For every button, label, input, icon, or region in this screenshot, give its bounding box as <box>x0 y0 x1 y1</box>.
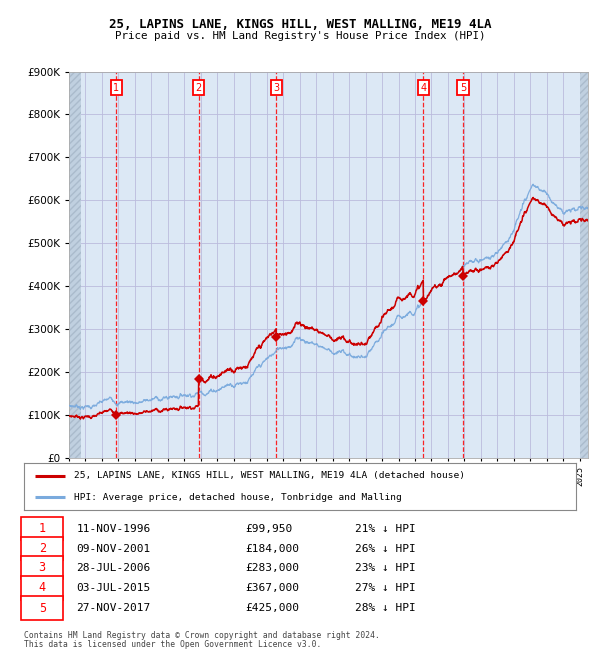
Text: 28% ↓ HPI: 28% ↓ HPI <box>355 603 416 613</box>
Text: 27% ↓ HPI: 27% ↓ HPI <box>355 583 416 593</box>
Text: Price paid vs. HM Land Registry's House Price Index (HPI): Price paid vs. HM Land Registry's House … <box>115 31 485 40</box>
Text: £99,950: £99,950 <box>245 523 292 534</box>
FancyBboxPatch shape <box>21 537 62 560</box>
Text: 25, LAPINS LANE, KINGS HILL, WEST MALLING, ME19 4LA: 25, LAPINS LANE, KINGS HILL, WEST MALLIN… <box>109 18 491 31</box>
Text: 5: 5 <box>460 83 466 93</box>
Text: 4: 4 <box>420 83 427 93</box>
Text: 27-NOV-2017: 27-NOV-2017 <box>76 603 151 613</box>
Bar <box>580 72 588 458</box>
Text: 4: 4 <box>38 581 46 594</box>
FancyBboxPatch shape <box>21 556 62 579</box>
Text: £184,000: £184,000 <box>245 543 299 554</box>
Text: £367,000: £367,000 <box>245 583 299 593</box>
Text: 03-JUL-2015: 03-JUL-2015 <box>76 583 151 593</box>
Text: 26% ↓ HPI: 26% ↓ HPI <box>355 543 416 554</box>
Text: HPI: Average price, detached house, Tonbridge and Malling: HPI: Average price, detached house, Tonb… <box>74 493 401 502</box>
Bar <box>69 72 80 458</box>
FancyBboxPatch shape <box>21 597 62 619</box>
Text: 21% ↓ HPI: 21% ↓ HPI <box>355 523 416 534</box>
Text: 11-NOV-1996: 11-NOV-1996 <box>76 523 151 534</box>
Text: 2: 2 <box>38 542 46 555</box>
Text: 3: 3 <box>38 561 46 575</box>
Text: 5: 5 <box>38 601 46 614</box>
FancyBboxPatch shape <box>21 517 62 540</box>
Text: 23% ↓ HPI: 23% ↓ HPI <box>355 563 416 573</box>
Text: Contains HM Land Registry data © Crown copyright and database right 2024.: Contains HM Land Registry data © Crown c… <box>24 630 380 640</box>
Text: 3: 3 <box>273 83 280 93</box>
Text: 28-JUL-2006: 28-JUL-2006 <box>76 563 151 573</box>
Text: £425,000: £425,000 <box>245 603 299 613</box>
Text: 2: 2 <box>196 83 202 93</box>
Text: 25, LAPINS LANE, KINGS HILL, WEST MALLING, ME19 4LA (detached house): 25, LAPINS LANE, KINGS HILL, WEST MALLIN… <box>74 471 464 480</box>
Text: 1: 1 <box>38 522 46 535</box>
Text: £283,000: £283,000 <box>245 563 299 573</box>
Text: This data is licensed under the Open Government Licence v3.0.: This data is licensed under the Open Gov… <box>24 640 322 649</box>
Text: 1: 1 <box>113 83 119 93</box>
FancyBboxPatch shape <box>21 577 62 599</box>
Text: 09-NOV-2001: 09-NOV-2001 <box>76 543 151 554</box>
